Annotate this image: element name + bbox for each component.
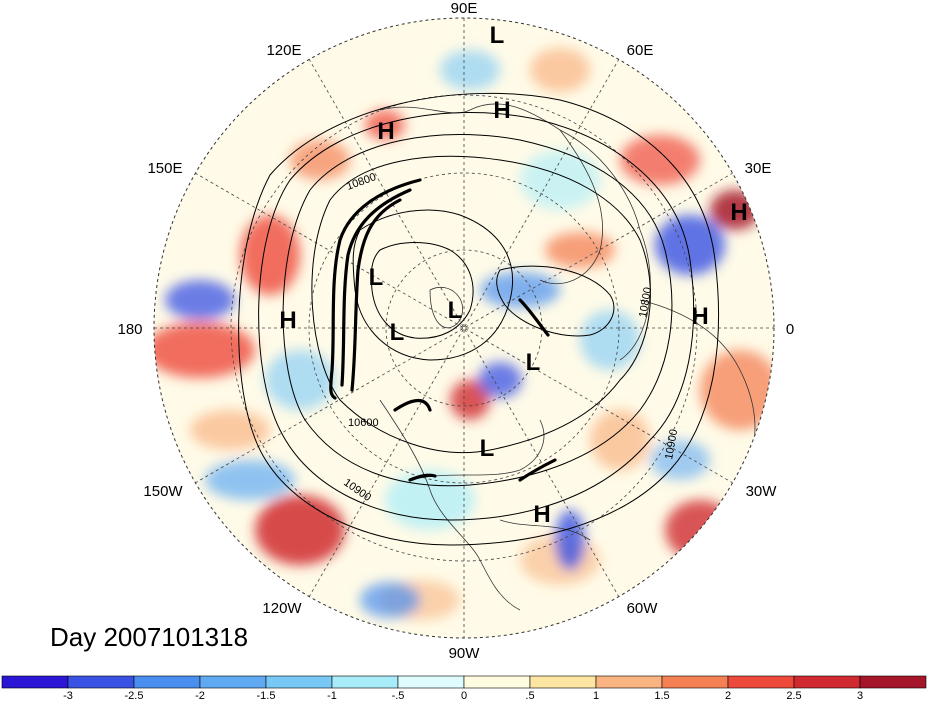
high-center-label: H <box>533 501 550 528</box>
colorbar-swatch <box>463 675 531 689</box>
pressure-centers: L H H H L H L L H L L H <box>279 22 747 528</box>
colorbar-swatch <box>331 675 399 689</box>
colorbar-swatch <box>133 675 201 689</box>
colorbar-tick-label: -2 <box>195 690 205 702</box>
colorbar-tick-label: 2 <box>725 690 731 702</box>
colorbar-swatch <box>67 675 135 689</box>
colorbar-swatch <box>661 675 729 689</box>
colorbar-tick-label: -.5 <box>392 690 405 702</box>
map-boundary <box>153 17 775 639</box>
colorbar-swatch <box>595 675 663 689</box>
colorbar-swatch <box>793 675 861 689</box>
date-label: Day 2007101318 <box>50 622 248 652</box>
lon-label-90e: 90E <box>451 0 478 17</box>
colorbar-swatch <box>529 675 597 689</box>
height-contours <box>238 92 720 546</box>
lon-label-0: 0 <box>786 321 794 338</box>
lon-label-150w: 150W <box>143 483 183 500</box>
colorbar-tick-label: 1 <box>593 690 599 702</box>
contour-label: 10800 <box>637 286 654 318</box>
lon-label-30w: 30W <box>746 483 778 500</box>
colorbar-swatch <box>1 675 69 689</box>
colorbar-tick-label: -1 <box>327 690 337 702</box>
lon-label-150e: 150E <box>147 160 182 177</box>
colorbar: -3 -2.5 -2 -1.5 -1 -.5 0 .5 1 1.5 2 2.5 3 <box>1 675 927 702</box>
colorbar-tick-label: 0 <box>461 690 467 702</box>
colorbar-tick-label: -3 <box>63 690 73 702</box>
colorbar-swatch <box>397 675 465 689</box>
colorbar-tick-label: 1.5 <box>654 690 669 702</box>
colorbar-tick-label: 2.5 <box>786 690 801 702</box>
lon-label-120e: 120E <box>266 42 301 59</box>
low-center-label: L <box>369 264 384 291</box>
longitude-labels: 90E 120E 60E 150E 30E 180 0 150W 30W 120… <box>117 0 794 662</box>
lon-label-90w: 90W <box>449 645 481 662</box>
low-center-label: L <box>490 22 505 49</box>
colorbar-swatch <box>859 675 927 689</box>
colorbar-tick-label: -1.5 <box>257 690 276 702</box>
contour-label: 10900 <box>663 428 680 460</box>
contour-label: 10600 <box>348 417 379 429</box>
high-center-label: H <box>691 303 708 330</box>
colorbar-swatch <box>199 675 267 689</box>
anomaly-field <box>154 18 774 638</box>
colorbar-swatch <box>727 675 795 689</box>
colorbar-swatch <box>265 675 333 689</box>
colorbar-tick-label: .5 <box>525 690 534 702</box>
lon-label-180: 180 <box>117 321 142 338</box>
low-center-label: L <box>390 319 405 346</box>
lon-label-60e: 60E <box>627 42 654 59</box>
contour-value-labels: 10800 10800 10600 10900 10900 <box>341 171 680 504</box>
colorbar-tick-label: -2.5 <box>125 690 144 702</box>
jet-contours <box>329 178 557 482</box>
high-center-label: H <box>279 307 296 334</box>
high-center-label: H <box>377 118 394 145</box>
low-center-label: L <box>526 349 541 376</box>
lon-label-120w: 120W <box>262 600 302 617</box>
low-center-label: L <box>448 297 463 324</box>
high-center-label: H <box>493 97 510 124</box>
low-center-label: L <box>480 435 495 462</box>
graticule <box>154 18 774 638</box>
high-center-label: H <box>730 199 747 226</box>
lon-label-30e: 30E <box>745 160 772 177</box>
colorbar-tick-label: 3 <box>857 690 863 702</box>
lon-label-60w: 60W <box>627 600 659 617</box>
